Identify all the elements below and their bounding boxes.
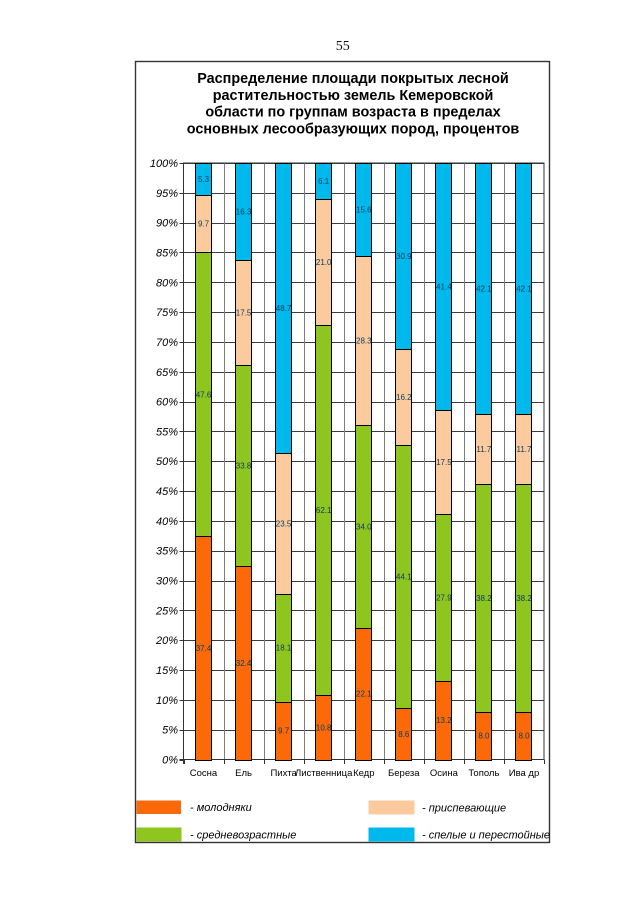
svg-text:28.3: 28.3 [356,337,372,346]
svg-text:85%: 85% [156,248,178,260]
svg-text:60%: 60% [156,397,178,409]
svg-text:Береза: Береза [388,768,420,779]
svg-text:Пихта: Пихта [270,768,297,779]
svg-text:22.1: 22.1 [356,690,372,699]
svg-text:- средневозрастные: - средневозрастные [190,830,296,842]
svg-text:16.2: 16.2 [396,393,412,402]
svg-text:17.5: 17.5 [236,308,252,317]
svg-text:44.1: 44.1 [396,573,412,582]
svg-text:20%: 20% [155,635,178,647]
svg-text:100%: 100% [150,158,178,170]
svg-text:- спелые и перестойные: - спелые и перестойные [422,830,550,842]
svg-text:95%: 95% [156,188,178,200]
svg-text:Распределение площади покрытых: Распределение площади покрытых лесной [197,71,508,87]
svg-text:Тополь: Тополь [468,768,499,779]
svg-text:11.7: 11.7 [517,445,533,454]
svg-text:15.6: 15.6 [356,206,372,215]
svg-text:8.0: 8.0 [478,732,490,741]
svg-text:50%: 50% [156,456,178,468]
svg-text:Сосна: Сосна [190,768,218,779]
svg-text:38.2: 38.2 [476,594,492,603]
svg-text:9.7: 9.7 [278,727,290,736]
svg-text:90%: 90% [156,218,178,230]
svg-text:41.4: 41.4 [436,283,452,292]
svg-text:75%: 75% [156,307,178,319]
svg-text:45%: 45% [156,486,178,498]
svg-text:55%: 55% [156,426,178,438]
svg-text:38.2: 38.2 [516,594,532,603]
svg-text:33.8: 33.8 [236,461,252,470]
svg-text:21.0: 21.0 [316,258,332,267]
svg-text:47.6: 47.6 [196,390,212,399]
svg-text:основных лесообразующих пород,: основных лесообразующих пород, процентов [187,121,520,137]
svg-text:80%: 80% [156,277,178,289]
svg-text:34.0: 34.0 [356,522,372,531]
svg-text:30%: 30% [156,576,178,588]
svg-text:11.7: 11.7 [476,445,492,454]
svg-text:5.3: 5.3 [198,175,210,184]
svg-text:42.1: 42.1 [516,285,532,294]
svg-text:5%: 5% [162,725,178,737]
svg-text:10.8: 10.8 [316,723,332,732]
svg-text:Кедр: Кедр [353,768,374,779]
svg-text:0%: 0% [162,755,178,767]
svg-text:области по группам возраста в: области по группам возраста в пределах [205,105,500,121]
svg-text:- приспевающие: - приспевающие [422,803,506,815]
svg-text:8.6: 8.6 [398,730,410,739]
svg-text:- молодняки: - молодняки [190,802,252,814]
svg-text:18.1: 18.1 [276,644,292,653]
svg-text:42.1: 42.1 [476,285,492,294]
svg-text:37.4: 37.4 [196,644,212,653]
svg-text:Осина: Осина [430,768,459,779]
svg-text:30.9: 30.9 [396,252,412,261]
svg-text:9.7: 9.7 [198,220,210,229]
svg-text:15%: 15% [156,665,178,677]
svg-text:55: 55 [336,39,350,54]
svg-text:65%: 65% [156,367,178,379]
svg-text:растительностью земель Кемеров: растительностью земель Кемеровской [213,88,494,104]
svg-text:35%: 35% [156,546,178,558]
svg-text:10%: 10% [156,695,178,707]
svg-text:40%: 40% [156,516,178,528]
svg-text:48.7: 48.7 [276,304,292,313]
svg-text:Ива др: Ива др [509,768,540,779]
svg-text:32.4: 32.4 [236,659,252,668]
svg-text:Ель: Ель [235,768,252,779]
svg-text:6.1: 6.1 [318,177,330,186]
svg-text:8.0: 8.0 [518,732,530,741]
svg-text:16.3: 16.3 [236,208,252,217]
svg-text:23.5: 23.5 [276,520,292,529]
svg-text:Лиственница: Лиственница [295,768,353,779]
svg-text:13.2: 13.2 [436,716,452,725]
svg-text:27.9: 27.9 [436,594,452,603]
svg-text:62.1: 62.1 [316,506,332,515]
svg-text:25%: 25% [155,605,178,617]
svg-text:17.5: 17.5 [436,458,452,467]
svg-text:70%: 70% [156,337,178,349]
